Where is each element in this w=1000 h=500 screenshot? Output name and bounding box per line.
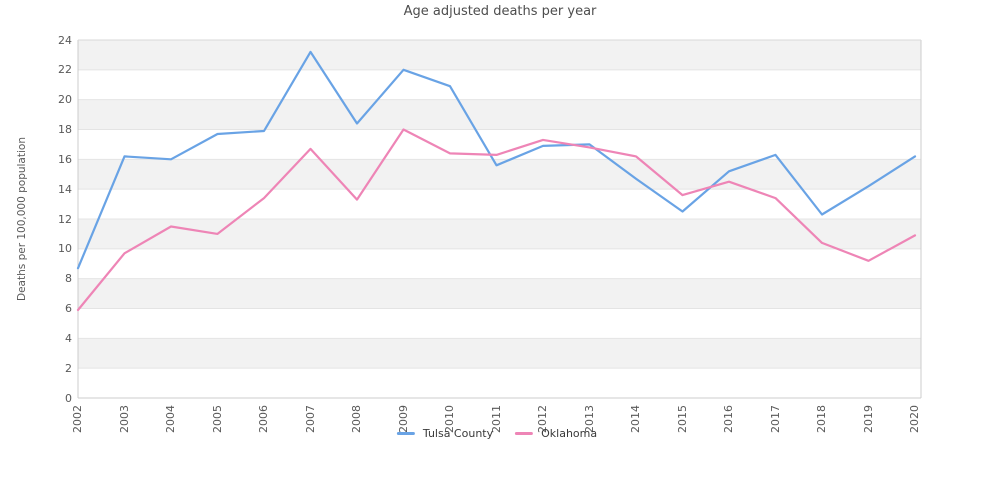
x-tick-label: 2004 <box>164 405 177 433</box>
plot-band <box>78 278 921 309</box>
plot-band <box>78 189 921 219</box>
x-tick-label: 2005 <box>210 405 224 433</box>
x-tick-label: 2020 <box>908 405 921 433</box>
x-tick-label: 2016 <box>722 405 735 433</box>
y-tick-label: 24 <box>58 33 72 47</box>
series-line-tulsa-county <box>76 50 917 270</box>
y-tick-label: 10 <box>58 242 72 256</box>
y-tick-label: 8 <box>65 272 72 286</box>
legend-item-oklahoma: Oklahoma <box>515 427 597 440</box>
y-tick-label: 16 <box>58 152 72 166</box>
y-tick-label: 20 <box>58 93 72 107</box>
x-tick-label: 2015 <box>675 405 689 433</box>
x-tick-label: 2019 <box>861 405 875 433</box>
plot-band <box>78 368 921 398</box>
series-line-oklahoma <box>76 128 917 312</box>
y-tick-label: 12 <box>58 212 72 226</box>
x-tick-label: 2003 <box>117 405 131 433</box>
x-tick-label: 2002 <box>71 405 84 433</box>
legend-label-oklahoma: Oklahoma <box>541 427 598 440</box>
x-tick-label: 2008 <box>350 405 363 433</box>
y-tick-label: 0 <box>65 391 72 405</box>
plot-band <box>78 308 921 339</box>
x-tick-label: 2007 <box>303 405 317 433</box>
x-tick-label: 2017 <box>768 405 782 433</box>
legend: Tulsa County Oklahoma <box>396 427 597 440</box>
plot-band <box>78 69 921 100</box>
tulsa-county-line-swatch <box>396 432 415 435</box>
plot-band <box>78 338 921 369</box>
plot-band <box>78 248 921 279</box>
y-tick-label: 2 <box>65 361 72 375</box>
plot-band <box>78 219 921 249</box>
y-tick-label: 22 <box>58 63 72 77</box>
x-tick-label: 2014 <box>629 405 642 433</box>
plot-band <box>78 99 921 130</box>
chart-title: Age adjusted deaths per year <box>403 4 597 19</box>
legend-label-tulsa-county: Tulsa County <box>422 427 494 440</box>
oklahoma-line-swatch <box>515 432 534 435</box>
x-tick-label: 2006 <box>257 405 270 433</box>
plot-band <box>78 40 921 70</box>
legend-item-tulsa-county: Tulsa County <box>396 427 494 440</box>
y-tick-label: 14 <box>58 182 72 196</box>
x-tick-label: 2018 <box>815 405 828 433</box>
y-tick-label: 18 <box>58 123 72 136</box>
y-tick-label: 4 <box>65 331 72 345</box>
y-tick-label: 6 <box>65 302 72 315</box>
